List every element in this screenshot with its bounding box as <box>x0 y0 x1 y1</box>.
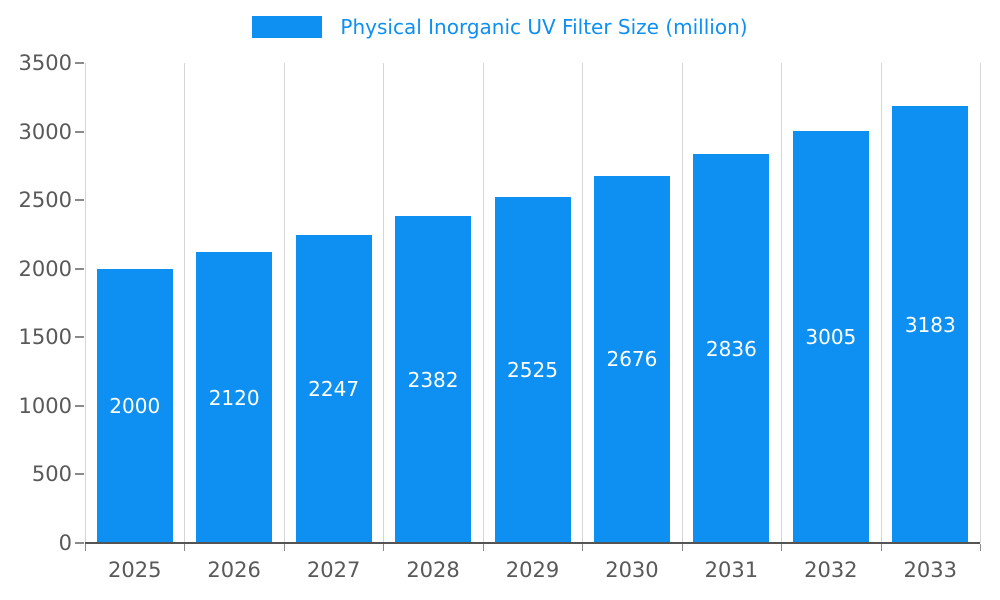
bar-value-label: 2247 <box>308 376 360 401</box>
x-axis-tick <box>980 544 981 551</box>
x-axis-label: 2033 <box>903 558 957 582</box>
y-axis-tick <box>75 267 84 270</box>
y-axis-label: 1500 <box>18 325 72 350</box>
x-axis-label: 2029 <box>505 558 560 582</box>
y-axis-tick <box>75 62 84 64</box>
x-axis-label: 2027 <box>306 558 361 582</box>
vertical-gridline <box>880 63 882 543</box>
x-axis-tick <box>383 544 385 551</box>
bar-value-label: 2676 <box>606 347 658 372</box>
x-axis-tick <box>781 544 783 551</box>
y-axis-label: 3000 <box>18 119 72 144</box>
legend-swatch[interactable] <box>252 16 323 38</box>
vertical-gridline <box>482 63 484 543</box>
y-axis-label: 500 <box>31 462 72 487</box>
x-axis-tick <box>582 544 584 551</box>
x-axis-label: 2031 <box>704 558 759 582</box>
y-axis-tick <box>75 199 84 202</box>
legend-label[interactable]: Physical Inorganic UV Filter Size (milli… <box>340 15 748 39</box>
bar-2029: 2525 <box>494 196 571 543</box>
y-axis-tick <box>75 542 84 544</box>
y-axis-tick <box>75 336 84 339</box>
bar-2026: 2120 <box>196 252 273 543</box>
x-axis-tick <box>482 544 484 551</box>
bar-value-label: 2525 <box>507 357 558 382</box>
y-axis-label: 2500 <box>18 188 72 213</box>
bar-value-label: 3005 <box>805 324 857 349</box>
bar-2032: 3005 <box>792 130 869 543</box>
y-axis-label: 3500 <box>18 51 72 75</box>
vertical-gridline <box>184 63 186 543</box>
bar-value-label: 3183 <box>904 312 956 337</box>
x-axis-tick <box>283 544 285 551</box>
x-axis-tick <box>184 544 186 551</box>
chart-legend[interactable]: Physical Inorganic UV Filter Size (milli… <box>0 14 1000 40</box>
x-axis-label: 2025 <box>107 558 162 582</box>
bar-value-label: 2120 <box>208 385 260 410</box>
y-axis-tick <box>75 130 84 133</box>
vertical-gridline <box>383 63 385 543</box>
bar-2030: 2676 <box>593 176 670 543</box>
vertical-gridline <box>980 63 981 543</box>
x-axis-label: 2030 <box>605 558 659 582</box>
y-axis-label: 0 <box>58 531 72 555</box>
bar-2033: 3183 <box>892 106 969 543</box>
bar-2025: 2000 <box>96 268 173 543</box>
bar-2027: 2247 <box>295 234 372 543</box>
x-axis-label: 2026 <box>207 558 261 582</box>
y-axis-tick <box>75 404 84 407</box>
vertical-gridline <box>283 63 285 543</box>
bar-value-label: 2382 <box>407 367 459 392</box>
x-axis-tick <box>681 544 683 551</box>
y-axis-line <box>85 63 86 543</box>
x-axis-tick <box>85 544 86 551</box>
vertical-gridline <box>582 63 584 543</box>
x-axis-label: 2032 <box>804 558 858 582</box>
x-axis-tick <box>880 544 882 551</box>
bar-value-label: 2000 <box>109 393 161 418</box>
y-axis-label: 2000 <box>18 256 72 281</box>
y-axis-tick <box>75 473 84 476</box>
vertical-gridline <box>781 63 783 543</box>
bar-2028: 2382 <box>395 216 472 543</box>
bar-value-label: 2836 <box>705 336 757 361</box>
y-axis-label: 1000 <box>18 393 72 418</box>
vertical-gridline <box>681 63 683 543</box>
bar-2031: 2836 <box>693 154 770 543</box>
x-axis-label: 2028 <box>406 558 460 582</box>
x-axis-line <box>85 542 980 544</box>
